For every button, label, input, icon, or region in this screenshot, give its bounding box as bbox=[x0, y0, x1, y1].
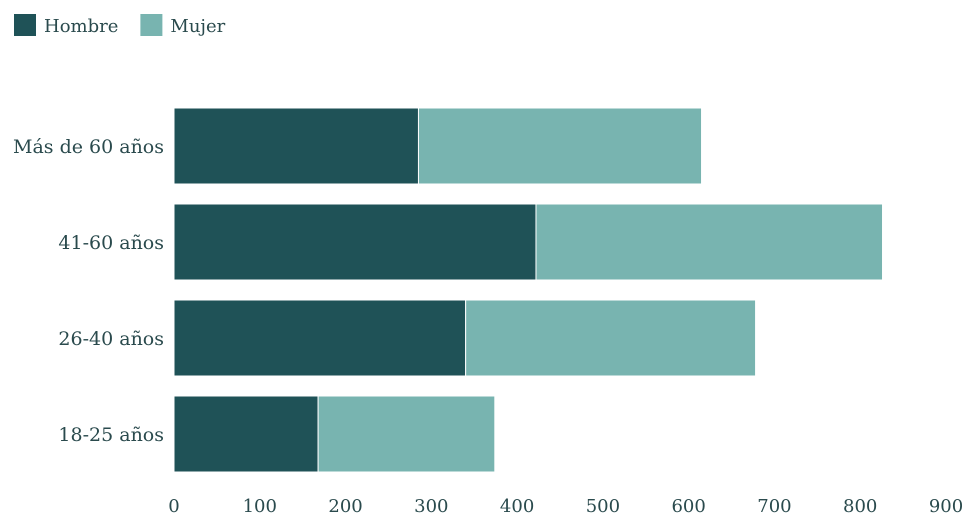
legend-swatch-mujer bbox=[140, 14, 163, 36]
x-tick-label: 0 bbox=[168, 496, 179, 516]
category-label-mas-de-60-anos: Más de 60 años bbox=[13, 136, 164, 158]
legend-label-hombre: Hombre bbox=[44, 16, 118, 37]
x-tick-label: 600 bbox=[671, 496, 705, 516]
x-tick-label: 900 bbox=[929, 496, 963, 516]
bar-hombre-26-40-anos bbox=[173, 299, 467, 377]
x-tick-label: 200 bbox=[328, 496, 362, 516]
x-tick-label: 700 bbox=[757, 496, 791, 516]
bars bbox=[173, 107, 884, 473]
legend-swatch-hombre bbox=[14, 14, 36, 36]
bar-hombre-18-25-anos bbox=[173, 395, 319, 473]
legend-label-mujer: Mujer bbox=[170, 16, 225, 37]
legend: Hombre Mujer bbox=[14, 14, 226, 37]
category-label-26-40-anos: 26-40 años bbox=[58, 328, 164, 350]
category-label-41-60-anos: 41-60 años bbox=[58, 232, 164, 254]
bar-mujer-41-60-anos bbox=[535, 203, 884, 281]
x-tick-label: 300 bbox=[414, 496, 448, 516]
x-tick-label: 100 bbox=[243, 496, 277, 516]
x-tick-label: 500 bbox=[586, 496, 620, 516]
bar-mujer-26-40-anos bbox=[465, 299, 757, 377]
x-axis-ticks: 0 100 200 300 400 500 600 700 800 900 bbox=[168, 496, 963, 516]
bar-hombre-mas-de-60-anos bbox=[173, 107, 419, 185]
x-tick-label: 400 bbox=[500, 496, 534, 516]
category-label-18-25-anos: 18-25 años bbox=[58, 424, 164, 446]
x-tick-label: 800 bbox=[843, 496, 877, 516]
category-labels: Más de 60 años 41-60 años 26-40 años 18-25 … bbox=[13, 136, 164, 446]
bar-mujer-mas-de-60-anos bbox=[417, 107, 703, 185]
bar-hombre-41-60-anos bbox=[173, 203, 537, 281]
bar-mujer-18-25-anos bbox=[317, 395, 496, 473]
